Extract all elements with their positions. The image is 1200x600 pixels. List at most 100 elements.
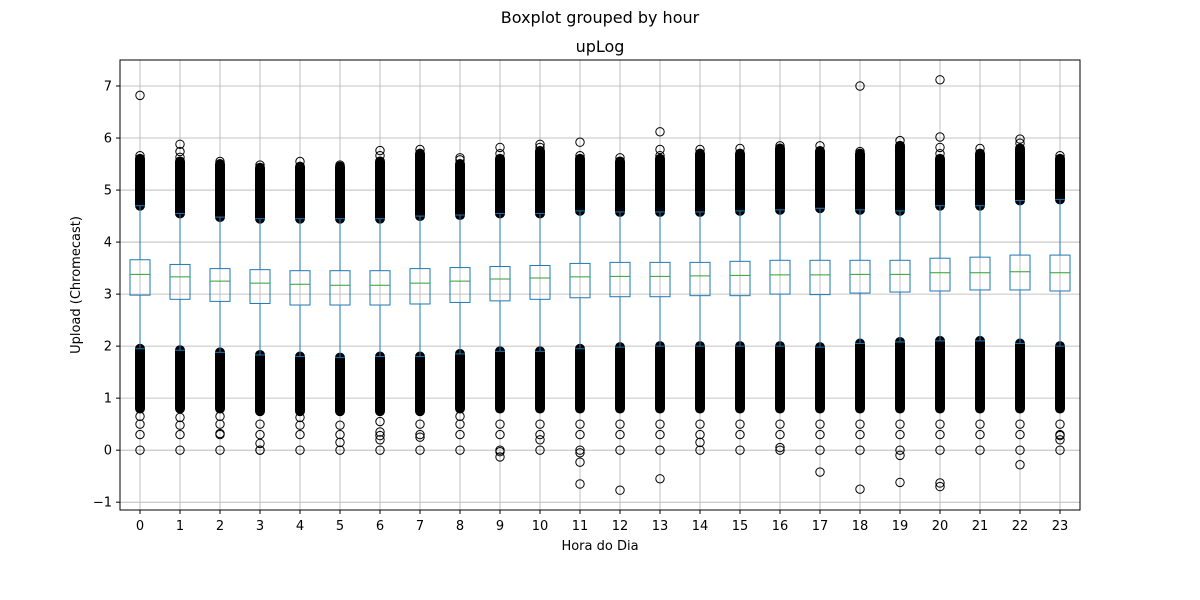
- iqr-box: [329, 270, 351, 306]
- outlier-point: [255, 160, 265, 170]
- outlier-point: [615, 445, 625, 455]
- box-hour-11: [569, 137, 591, 489]
- outlier-point: [695, 429, 705, 440]
- outlier-point: [775, 429, 785, 440]
- outlier-point: [575, 445, 585, 455]
- outlier-point: [775, 442, 785, 453]
- outlier-point: [495, 142, 505, 153]
- outlier-point: [375, 427, 385, 437]
- outlier-point: [135, 90, 145, 101]
- outlier-point: [615, 429, 625, 440]
- outlier-point: [135, 419, 145, 429]
- box-hour-18: [849, 81, 871, 494]
- outlier-point: [935, 478, 945, 488]
- outlier-point: [975, 429, 985, 440]
- outlier-point: [415, 432, 425, 442]
- box-hour-20: [929, 75, 951, 492]
- outlier-point: [215, 428, 225, 439]
- outlier-point: [615, 153, 625, 163]
- outlier-point: [295, 420, 305, 430]
- outlier-point: [535, 435, 545, 445]
- x-tick-label: 21: [972, 519, 989, 534]
- x-tick-label: 11: [572, 519, 589, 534]
- plot-frame: [119, 59, 1081, 511]
- x-tick-label: 9: [496, 519, 504, 534]
- box-hour-5: [329, 160, 351, 455]
- outlier-point: [895, 445, 905, 455]
- outlier-point: [935, 481, 945, 492]
- outlier-point: [1055, 435, 1065, 445]
- box-hour-16: [769, 141, 791, 455]
- grid-lines: [120, 60, 1080, 510]
- outlier-point: [415, 429, 425, 440]
- iqr-box: [369, 270, 391, 306]
- iqr-box: [409, 268, 431, 305]
- outlier-point: [415, 445, 425, 455]
- outlier-point: [775, 141, 785, 151]
- x-tick-label: 10: [532, 519, 549, 534]
- x-tick-label: 0: [136, 519, 144, 534]
- outlier-point: [575, 457, 585, 467]
- outlier-point: [295, 156, 305, 167]
- outlier-point: [655, 419, 665, 429]
- iqr-box: [569, 262, 591, 299]
- outlier-point: [255, 445, 265, 455]
- outlier-point: [975, 419, 985, 429]
- x-tick-label: 14: [692, 519, 709, 534]
- outlier-point: [815, 419, 825, 429]
- boxes-group: [129, 75, 1071, 495]
- outlier-point: [1055, 429, 1065, 440]
- outlier-point: [895, 429, 905, 440]
- iqr-box: [689, 261, 711, 297]
- iqr-box: [209, 268, 231, 302]
- y-tick-label: 7: [104, 80, 112, 95]
- box-hour-19: [889, 135, 911, 488]
- outlier-point: [895, 135, 905, 146]
- iqr-box: [969, 256, 991, 291]
- y-tick-label: 5: [104, 184, 112, 199]
- iqr-box: [729, 260, 751, 297]
- box-hour-15: [729, 143, 751, 455]
- outlier-point: [495, 429, 505, 440]
- outlier-point: [335, 437, 345, 448]
- outlier-point: [1015, 460, 1025, 470]
- outlier-point: [175, 152, 185, 162]
- outlier-point: [575, 137, 585, 147]
- x-tick-label: 17: [812, 519, 829, 534]
- outlier-point: [695, 144, 705, 155]
- outlier-point: [375, 430, 385, 441]
- box-hour-17: [809, 141, 831, 477]
- outlier-point: [335, 429, 345, 440]
- outlier-point: [735, 143, 745, 154]
- outlier-point: [575, 429, 585, 440]
- box-hour-10: [529, 139, 551, 455]
- outlier-point: [615, 419, 625, 429]
- iqr-box: [169, 263, 191, 300]
- outlier-point: [975, 445, 985, 455]
- outlier-point: [375, 151, 385, 161]
- outlier-point: [695, 437, 705, 448]
- outlier-point: [855, 419, 865, 429]
- outlier-point: [695, 445, 705, 455]
- box-hour-21: [969, 143, 991, 455]
- y-axis: −1 0 1 2 3 4 5 6 7: [93, 80, 120, 511]
- outlier-point: [935, 75, 945, 85]
- outlier-point: [815, 141, 825, 151]
- iqr-box: [1009, 254, 1031, 291]
- box-hour-14: [689, 144, 711, 455]
- outlier-point: [295, 429, 305, 440]
- iqr-box: [249, 269, 271, 304]
- x-tick-label: 22: [1012, 519, 1029, 534]
- outlier-point: [455, 429, 465, 440]
- box-hour-0: [129, 90, 151, 455]
- outlier-point: [935, 445, 945, 455]
- chart-title: upLog: [576, 37, 625, 56]
- y-tick-label: 0: [104, 444, 112, 459]
- box-hour-22: [1009, 134, 1031, 470]
- outlier-point: [935, 148, 945, 159]
- y-tick-label: 4: [104, 236, 112, 251]
- outlier-point: [535, 419, 545, 429]
- outlier-point: [135, 445, 145, 455]
- outlier-point: [135, 429, 145, 440]
- outlier-point: [815, 429, 825, 440]
